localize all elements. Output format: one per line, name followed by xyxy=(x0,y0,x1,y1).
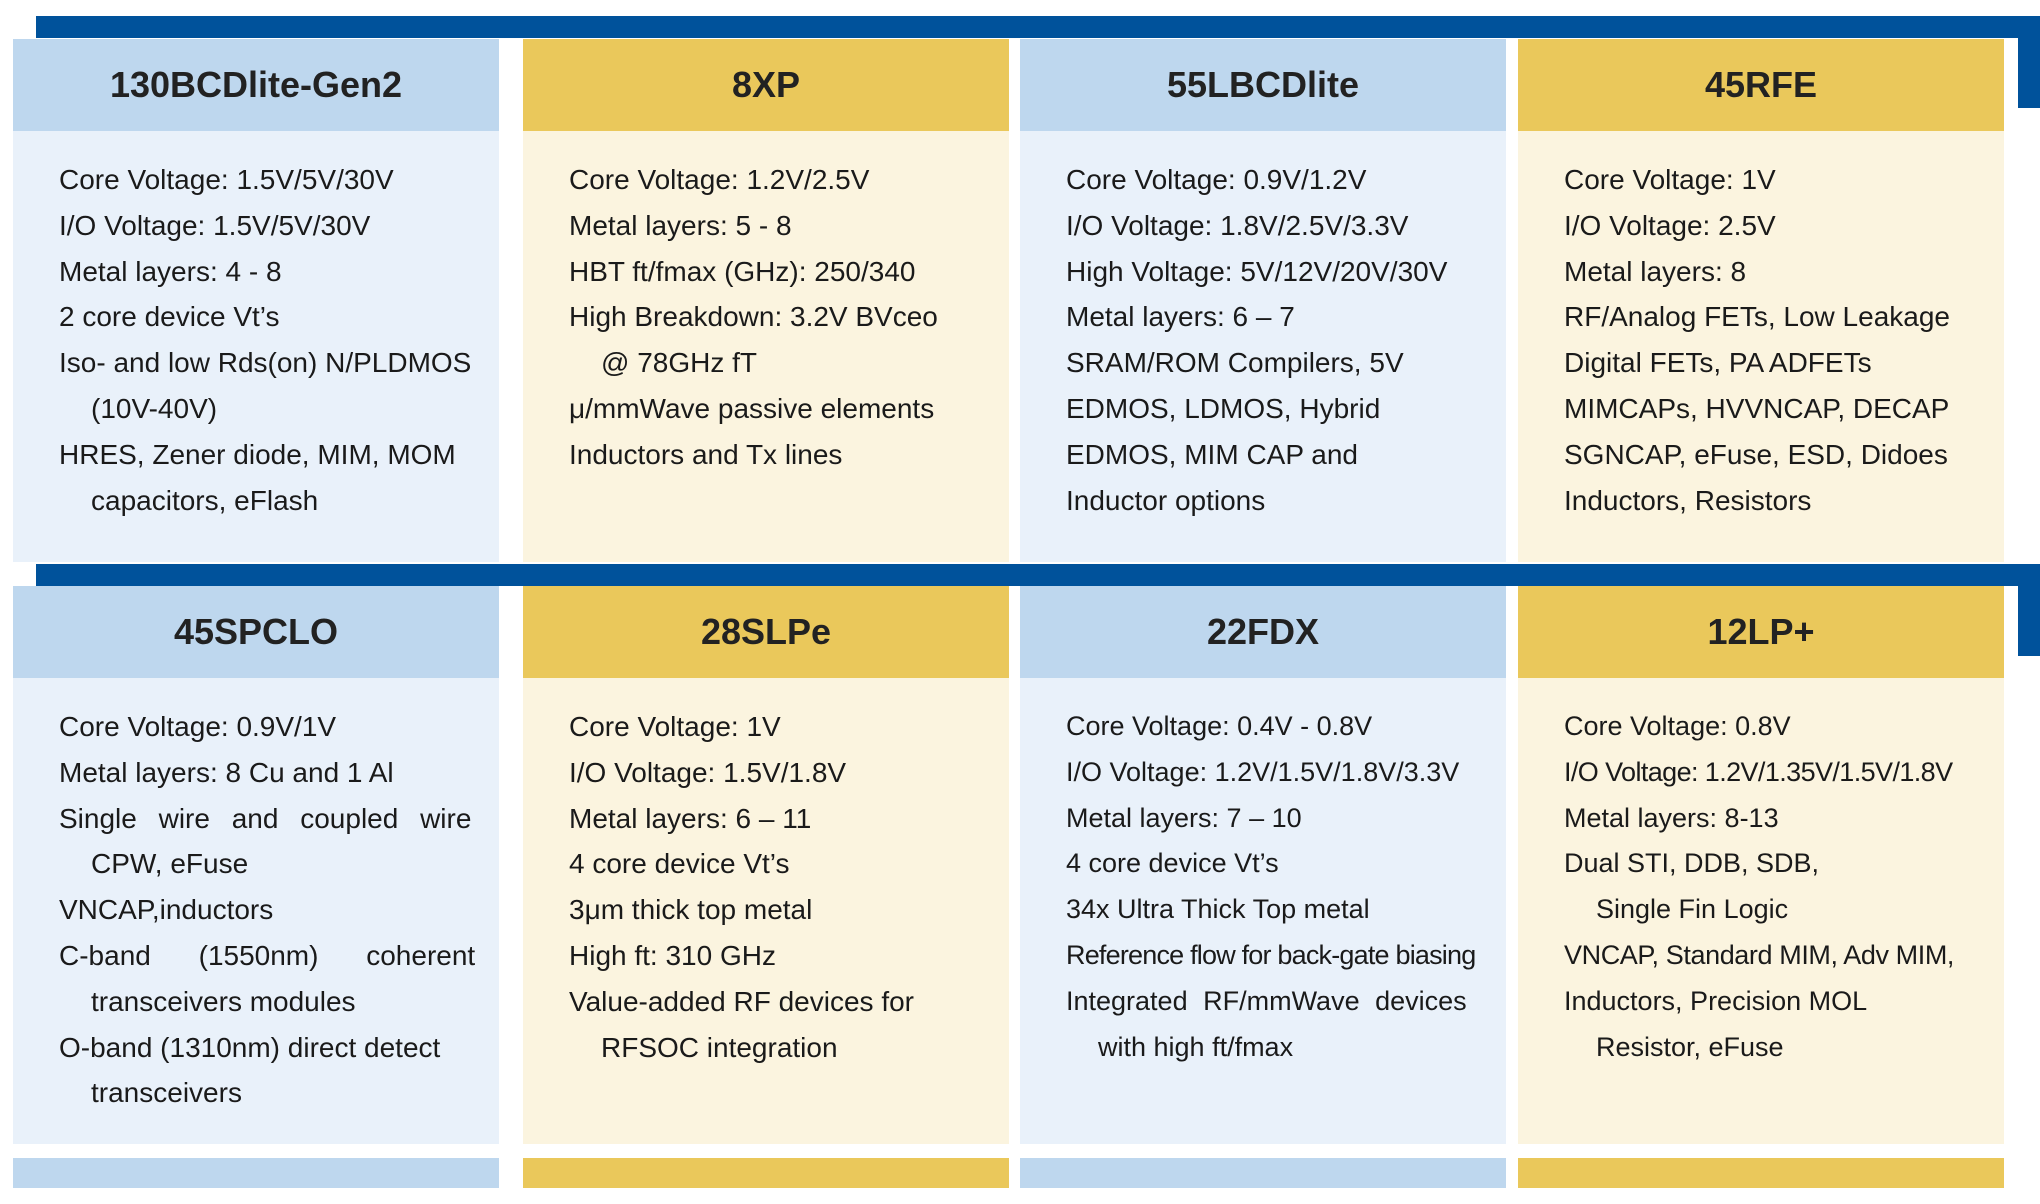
spec-line: Inductors, Resistors xyxy=(1564,484,1812,516)
card-45spclo: 45SPCLO Core Voltage: 0.9V/1V Metal laye… xyxy=(13,586,499,1190)
card-12lp-plus: 12LP+ Core Voltage: 0.8V I/O Voltage: 1.… xyxy=(1518,586,2004,1190)
spec-line: Inductors and Tx lines xyxy=(569,438,843,470)
spec-line: Metal layers: 5 - 8 xyxy=(569,209,792,241)
spec-line: Dual STI, DDB, SDB, xyxy=(1564,848,1820,879)
card-specs: Core Voltage: 0.9V/1V Metal layers: 8 Cu… xyxy=(13,678,499,1116)
spec-line: HRES, Zener diode, MIM, MOM xyxy=(59,438,456,470)
spec-line: Core Voltage: 0.8V xyxy=(1564,711,1791,741)
card-specs: Core Voltage: 0.4V - 0.8V I/O Voltage: 1… xyxy=(1020,678,1506,1070)
spec-line: I/O Voltage: 1.2V/1.35V/1.5V/1.8V xyxy=(1564,756,1953,787)
spec-line: Reference flow for back-gate biasing xyxy=(1066,939,1476,970)
spec-line: VNCAP, Standard MIM, Adv MIM, xyxy=(1564,939,1955,970)
spec-line: I/O Voltage: 1.5V/1.8V xyxy=(569,756,847,788)
spec-line: Core Voltage: 0.9V/1V xyxy=(59,711,337,742)
spec-line: SGNCAP, eFuse, ESD, Didoes xyxy=(1564,438,1948,470)
spec-line: C-band (1550nm) coherent xyxy=(59,939,476,971)
card-title: 45RFE xyxy=(1518,39,2004,131)
spec-line: SRAM/ROM Compilers, 5V xyxy=(1066,347,1404,379)
spec-line: MIMCAPs, HVVNCAP, DECAP xyxy=(1564,392,1950,424)
spec-line: High Voltage: 5V/12V/20V/30V xyxy=(1066,255,1448,287)
spec-line: Core Voltage: 0.9V/1.2V xyxy=(1066,164,1367,195)
spec-line: Resistor, eFuse xyxy=(1596,1031,1784,1062)
spec-line: 3μm thick top metal xyxy=(569,894,813,926)
spec-line: Value-added RF devices for xyxy=(569,985,914,1017)
spec-line: High ft: 310 GHz xyxy=(569,939,776,971)
spec-line: Iso- and low Rds(on) N/PLDMOS xyxy=(59,347,472,379)
spec-line: Metal layers: 8 xyxy=(1564,255,1747,287)
spec-line: Core Voltage: 1V xyxy=(569,711,781,742)
spec-line: Metal layers: 4 - 8 xyxy=(59,255,282,287)
spec-line: RF/Analog FETs, Low Leakage xyxy=(1564,301,1950,333)
spec-line: Metal layers: 8-13 xyxy=(1564,802,1779,833)
top-band xyxy=(36,16,2028,38)
spec-line: Inductor options xyxy=(1066,484,1266,516)
card-title: 55LBCDlite xyxy=(1020,39,1506,131)
card-specs: Core Voltage: 1V I/O Voltage: 2.5V Metal… xyxy=(1518,131,2004,523)
spec-line: High Breakdown: 3.2V BVceo xyxy=(569,301,938,333)
spec-line: Metal layers: 6 – 7 xyxy=(1066,301,1295,333)
spec-line: HBT ft/fmax (GHz): 250/340 xyxy=(569,255,916,287)
spec-line: (10V-40V) xyxy=(91,392,218,424)
spec-line: Integrated RF/mmWave devices xyxy=(1066,985,1467,1016)
card-title: 8XP xyxy=(523,39,1009,131)
middle-band-corner xyxy=(2018,564,2040,656)
card-title: 45SPCLO xyxy=(13,586,499,678)
spec-line: Single Fin Logic xyxy=(1596,894,1789,925)
card-45rfe: 45RFE Core Voltage: 1V I/O Voltage: 2.5V… xyxy=(1518,39,2004,562)
spec-line: O-band (1310nm) direct detect xyxy=(59,1031,441,1063)
card-specs: Core Voltage: 1.2V/2.5V Metal layers: 5 … xyxy=(523,131,1009,478)
card-130bcdlite-gen2: 130BCDlite-Gen2 Core Voltage: 1.5V/5V/30… xyxy=(13,39,499,562)
spec-line: EDMOS, MIM CAP and xyxy=(1066,438,1359,470)
spec-line: 4 core device Vt’s xyxy=(569,848,790,880)
card-title: 12LP+ xyxy=(1518,586,2004,678)
middle-band xyxy=(36,564,2028,586)
spec-line: 34x Ultra Thick Top metal xyxy=(1066,894,1370,925)
spec-line: 2 core device Vt’s xyxy=(59,301,280,333)
spec-line: Core Voltage: 1.5V/5V/30V xyxy=(59,164,394,195)
spec-line: I/O Voltage: 1.2V/1.5V/1.8V/3.3V xyxy=(1066,756,1460,787)
spec-line: Metal layers: 7 – 10 xyxy=(1066,802,1302,833)
card-8xp: 8XP Core Voltage: 1.2V/2.5V Metal layers… xyxy=(523,39,1009,562)
card-specs: Core Voltage: 0.8V I/O Voltage: 1.2V/1.3… xyxy=(1518,678,2004,1070)
spec-line: I/O Voltage: 1.5V/5V/30V xyxy=(59,209,371,241)
spec-line: I/O Voltage: 2.5V xyxy=(1564,209,1776,241)
card-specs: Core Voltage: 0.9V/1.2V I/O Voltage: 1.8… xyxy=(1020,131,1506,523)
spec-line: transceivers modules xyxy=(91,985,356,1017)
card-specs: Core Voltage: 1V I/O Voltage: 1.5V/1.8V … xyxy=(523,678,1009,1070)
spec-line: Core Voltage: 1V xyxy=(1564,164,1776,195)
spec-line: Inductors, Precision MOL xyxy=(1564,985,1868,1016)
spec-line: Single wire and coupled wire xyxy=(59,802,472,834)
spec-line: capacitors, eFlash xyxy=(91,484,319,516)
card-title: 130BCDlite-Gen2 xyxy=(13,39,499,131)
card-title: 22FDX xyxy=(1020,586,1506,678)
spec-line: RFSOC integration xyxy=(601,1031,838,1063)
spec-line: μ/mmWave passive elements xyxy=(569,392,935,424)
spec-line: transceivers xyxy=(91,1077,242,1109)
card-specs: Core Voltage: 1.5V/5V/30V I/O Voltage: 1… xyxy=(13,131,499,523)
spec-line: VNCAP,inductors xyxy=(59,894,274,926)
card-22fdx: 22FDX Core Voltage: 0.4V - 0.8V I/O Volt… xyxy=(1020,586,1506,1190)
spec-line: Metal layers: 8 Cu and 1 Al xyxy=(59,756,394,788)
spec-line: Metal layers: 6 – 11 xyxy=(569,802,812,834)
spec-line: CPW, eFuse xyxy=(91,848,249,880)
spec-line: 4 core device Vt’s xyxy=(1066,848,1279,879)
spec-line: with high ft/fmax xyxy=(1098,1031,1294,1062)
spec-line: @ 78GHz fT xyxy=(601,347,758,379)
card-55lbcdlite: 55LBCDlite Core Voltage: 0.9V/1.2V I/O V… xyxy=(1020,39,1506,562)
card-title: 28SLPe xyxy=(523,586,1009,678)
card-28slpe: 28SLPe Core Voltage: 1V I/O Voltage: 1.5… xyxy=(523,586,1009,1190)
spec-line: Digital FETs, PA ADFETs xyxy=(1564,347,1872,379)
spec-line: Core Voltage: 1.2V/2.5V xyxy=(569,164,870,195)
spec-line: Core Voltage: 0.4V - 0.8V xyxy=(1066,711,1373,741)
spec-line: EDMOS, LDMOS, Hybrid xyxy=(1066,392,1381,424)
spec-line: I/O Voltage: 1.8V/2.5V/3.3V xyxy=(1066,209,1409,241)
top-band-corner xyxy=(2018,16,2040,108)
